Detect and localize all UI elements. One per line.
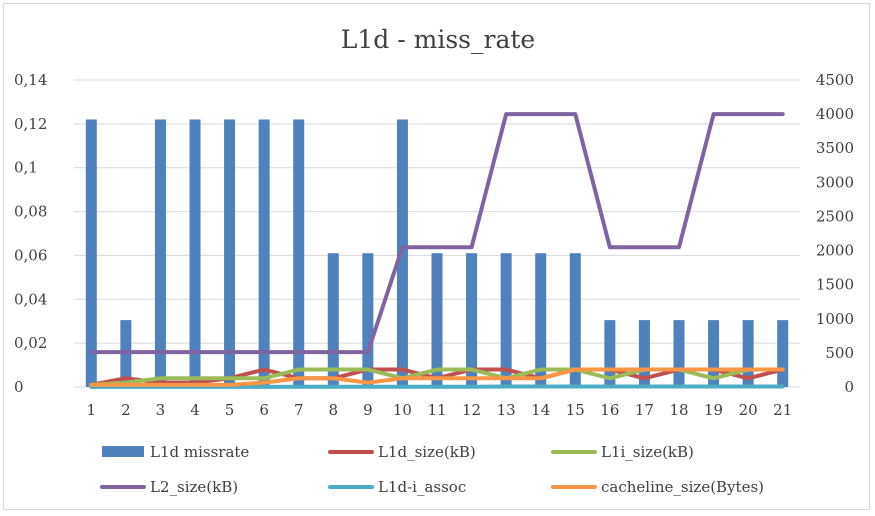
legend-label: L2_size(kB): [150, 478, 238, 496]
right-tick-label: 3000: [816, 173, 854, 191]
bar: [432, 253, 443, 387]
bar: [535, 253, 546, 387]
bar: [86, 119, 97, 387]
right-tick-label: 4000: [816, 105, 854, 123]
bar: [466, 253, 477, 387]
right-tick-label: 0: [844, 378, 854, 396]
chart-canvas: L1d - miss_rate 0 0,02 0,04 0,06 0,08 0,1 0,12…: [4, 4, 871, 511]
bar: [190, 119, 201, 387]
left-axis-ticks: 0 0,02 0,04 0,06 0,08 0,1 0,12 0,14: [14, 71, 47, 396]
x-tick-label: 1: [87, 401, 97, 419]
bar: [328, 253, 339, 387]
right-tick-label: 2000: [816, 242, 854, 260]
legend-label: L1i_size(kB): [601, 443, 694, 461]
x-tick-label: 7: [294, 401, 304, 419]
right-tick-label: 2500: [816, 207, 854, 225]
bar: [501, 253, 512, 387]
x-tick-label: 20: [739, 401, 758, 419]
left-tick-label: 0,08: [14, 203, 47, 221]
x-tick-label: 8: [329, 401, 339, 419]
bar: [777, 320, 788, 387]
x-tick-label: 21: [773, 401, 792, 419]
x-tick-label: 18: [669, 401, 688, 419]
left-tick-label: 0,04: [14, 290, 47, 308]
x-tick-label: 2: [121, 401, 131, 419]
x-tick-label: 13: [497, 401, 516, 419]
x-tick-label: 10: [393, 401, 412, 419]
left-tick-label: 0,02: [14, 334, 47, 352]
left-tick-label: 0,06: [14, 246, 47, 264]
chart-title: L1d - miss_rate: [341, 25, 535, 54]
right-tick-label: 500: [825, 344, 854, 362]
x-tick-label: 5: [225, 401, 235, 419]
bar: [570, 253, 581, 387]
bar: [155, 119, 166, 387]
legend-label: cacheline_size(Bytes): [601, 478, 764, 496]
left-tick-label: 0,1: [14, 159, 38, 177]
right-tick-label: 1500: [816, 276, 854, 294]
x-tick-label: 6: [259, 401, 269, 419]
bar-series: [86, 119, 788, 387]
x-tick-label: 9: [363, 401, 373, 419]
x-tick-label: 12: [462, 401, 481, 419]
x-tick-label: 11: [427, 401, 446, 419]
right-tick-label: 1000: [816, 310, 854, 328]
legend-label: L1d missrate: [150, 443, 249, 461]
left-tick-label: 0: [14, 378, 24, 396]
x-tick-label: 16: [600, 401, 619, 419]
bar: [224, 119, 235, 387]
x-tick-label: 3: [156, 401, 166, 419]
bar: [293, 119, 304, 387]
x-tick-label: 17: [635, 401, 654, 419]
bar: [259, 119, 270, 387]
bar: [362, 253, 373, 387]
right-tick-label: 3500: [816, 139, 854, 157]
legend: L1d missrate L1d_size(kB) L1i_size(kB) L2_s…: [102, 443, 764, 496]
left-tick-label: 0,14: [14, 71, 47, 89]
chart-frame: L1d - miss_rate 0 0,02 0,04 0,06 0,08 0,1 0,12…: [3, 3, 870, 510]
bar: [674, 320, 685, 387]
x-tick-label: 15: [566, 401, 585, 419]
legend-label: L1d-i_assoc: [378, 478, 466, 496]
x-tick-label: 19: [704, 401, 723, 419]
legend-swatch: [102, 446, 144, 457]
right-axis-ticks: 0 500 1000 1500 2000 2500 3000 3500 4000 4500: [816, 71, 854, 396]
right-tick-label: 4500: [816, 71, 854, 89]
left-tick-label: 0,12: [14, 115, 47, 133]
x-tick-label: 4: [190, 401, 200, 419]
legend-label: L1d_size(kB): [378, 443, 476, 461]
x-tick-label: 14: [531, 401, 550, 419]
